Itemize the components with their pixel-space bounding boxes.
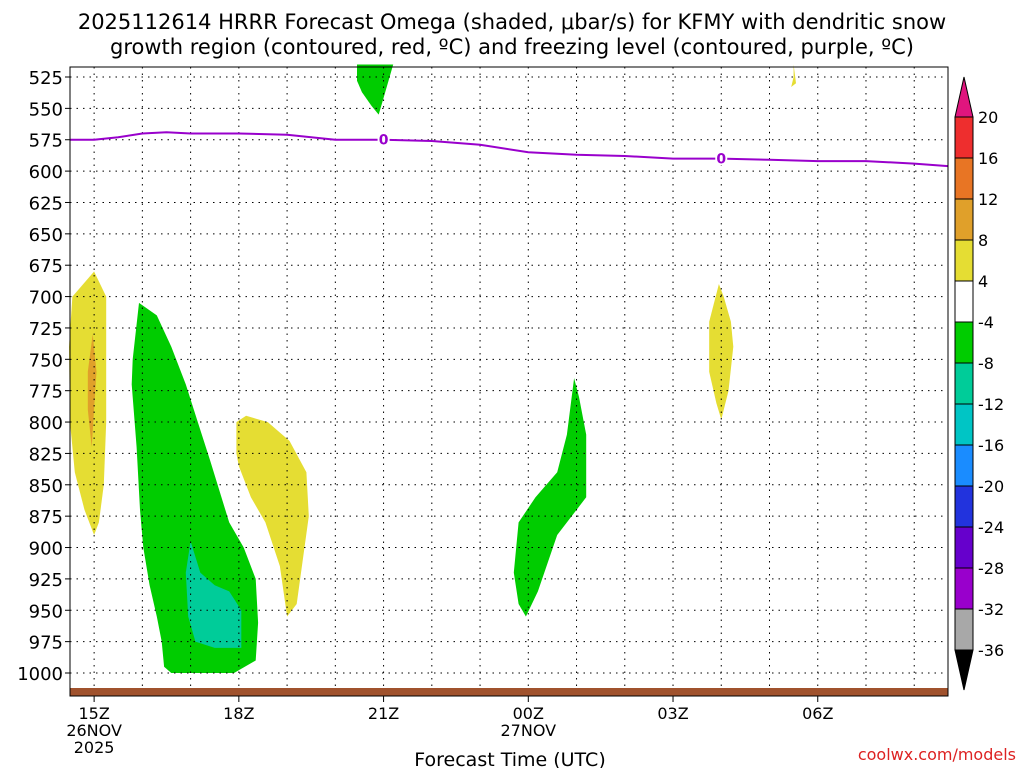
freezing-label-bg-0 bbox=[377, 131, 390, 147]
colorbar-top-triangle bbox=[954, 76, 974, 118]
y-tick-label-875: 875 bbox=[29, 507, 63, 528]
chart-title-line-2: growth region (contoured, red, ºC) and f… bbox=[110, 35, 914, 59]
x-tick-label-0-1: 26NOV bbox=[66, 721, 122, 740]
omega-region-green-7 bbox=[357, 64, 394, 115]
omega-region-green-5 bbox=[513, 378, 587, 617]
x-tick-label-2-0: 21Z bbox=[368, 704, 399, 723]
plot-area: 525 550 575 600 625 650 675 700 725 750 775 800 825 8… bbox=[17, 64, 949, 757]
colorbar-label-7: -12 bbox=[978, 395, 1004, 414]
y-tick-label-825: 825 bbox=[29, 444, 63, 465]
colorbar-box-5 bbox=[954, 321, 974, 364]
x-axis-label: Forecast Time (UTC) bbox=[414, 749, 605, 768]
colorbar-label-11: -28 bbox=[978, 559, 1004, 578]
freezing-level-line bbox=[70, 131, 949, 168]
colorbar-label-4: 4 bbox=[978, 272, 988, 291]
x-tick-label-4-0: 03Z bbox=[657, 704, 688, 723]
colorbar-box-0 bbox=[954, 116, 974, 159]
omega-region-yellow-2 bbox=[69, 271, 107, 535]
y-tick-label-600: 600 bbox=[29, 162, 63, 183]
omega-colorbar: 20 16 12 8 4 -4 -8 -12 -16 -20 -24 -28 -32 -36 bbox=[954, 76, 1004, 691]
y-tick-label-575: 575 bbox=[29, 131, 63, 152]
colorbar-label-9: -20 bbox=[978, 477, 1004, 496]
y-tick-label-900: 900 bbox=[29, 539, 63, 560]
y-tick-label-950: 950 bbox=[29, 601, 63, 622]
colorbar-box-4 bbox=[954, 280, 974, 323]
colorbar-box-11 bbox=[954, 567, 974, 610]
colorbar-label-6: -8 bbox=[978, 354, 994, 373]
freezing-level-label-0: 0 bbox=[379, 133, 389, 149]
y-tick-label-975: 975 bbox=[29, 633, 63, 654]
x-tick-label-1-0: 18Z bbox=[223, 704, 254, 723]
credit-link[interactable]: coolwx.com/models bbox=[858, 745, 1016, 764]
colorbar-box-1 bbox=[954, 157, 974, 200]
x-tick-label-5-0: 06Z bbox=[802, 704, 833, 723]
colorbar-box-6 bbox=[954, 362, 974, 405]
colorbar-label-2: 12 bbox=[978, 190, 998, 209]
y-tick-label-1000: 1000 bbox=[17, 664, 63, 685]
freezing-level-label-1: 0 bbox=[716, 152, 726, 168]
colorbar-box-10 bbox=[954, 526, 974, 569]
colorbar-label-1: 16 bbox=[978, 149, 998, 168]
chart-title-line-1: 2025112614 HRRR Forecast Omega (shaded, … bbox=[78, 10, 946, 34]
omega-region-orange-3 bbox=[87, 334, 97, 448]
omega-region-green-0 bbox=[131, 302, 259, 673]
y-tick-label-675: 675 bbox=[29, 256, 63, 277]
colorbar-box-9 bbox=[954, 485, 974, 528]
x-tick-label-3-1: 27NOV bbox=[500, 721, 556, 740]
x-tick-label-3-0: 00Z bbox=[513, 704, 544, 723]
plot-frame bbox=[69, 66, 949, 697]
colorbar-box-12 bbox=[954, 608, 974, 651]
omega-region-yellow-6 bbox=[709, 284, 734, 420]
y-tick-label-750: 750 bbox=[29, 350, 63, 371]
colorbar-label-13: -36 bbox=[978, 641, 1004, 660]
colorbar-box-7 bbox=[954, 403, 974, 446]
colorbar-label-3: 8 bbox=[978, 231, 988, 250]
y-tick-label-625: 625 bbox=[29, 193, 63, 214]
freezing-label-bg-1 bbox=[715, 150, 728, 166]
y-tick-label-525: 525 bbox=[29, 68, 63, 89]
colorbar-label-8: -16 bbox=[978, 436, 1004, 455]
colorbar-label-5: -4 bbox=[978, 313, 994, 332]
y-tick-label-800: 800 bbox=[29, 413, 63, 434]
colorbar-box-3 bbox=[954, 239, 974, 282]
y-tick-label-700: 700 bbox=[29, 288, 63, 309]
y-tick-label-550: 550 bbox=[29, 99, 63, 120]
y-tick-label-850: 850 bbox=[29, 476, 63, 497]
omega-region-yellow-8 bbox=[791, 64, 796, 87]
colorbar-box-2 bbox=[954, 198, 974, 241]
colorbar-label-0: 20 bbox=[978, 108, 998, 127]
y-tick-label-925: 925 bbox=[29, 570, 63, 591]
colorbar-label-10: -24 bbox=[978, 518, 1004, 537]
omega-region-teal-1 bbox=[185, 541, 242, 648]
ground-strip bbox=[70, 688, 948, 696]
y-tick-label-650: 650 bbox=[29, 225, 63, 246]
y-tick-label-725: 725 bbox=[29, 319, 63, 340]
x-tick-label-0-0: 15Z bbox=[78, 704, 109, 723]
y-tick-label-775: 775 bbox=[29, 382, 63, 403]
colorbar-box-8 bbox=[954, 444, 974, 487]
x-tick-label-0-2: 2025 bbox=[74, 738, 115, 757]
colorbar-label-12: -32 bbox=[978, 600, 1004, 619]
colorbar-bottom-triangle bbox=[954, 649, 974, 691]
